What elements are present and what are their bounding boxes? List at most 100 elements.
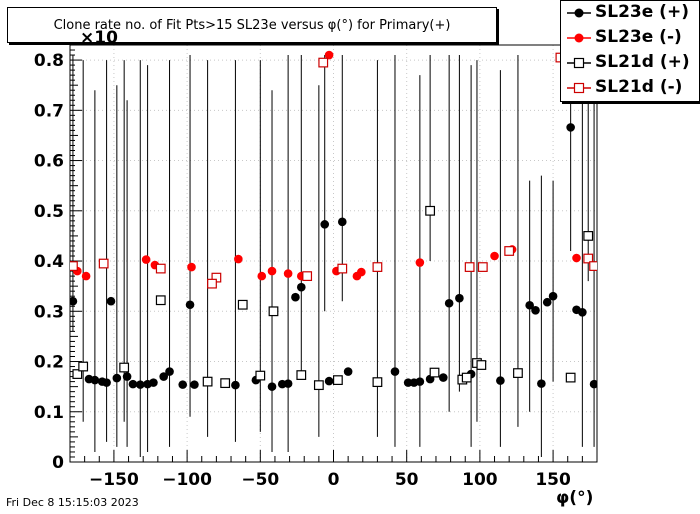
legend-label: SL23e (+) [595,2,689,22]
data-point [589,261,597,271]
data-point [155,295,166,306]
chart-title: Clone rate no. of Fit Pts>15 SL23e versu… [7,7,497,43]
data-point [268,306,279,317]
legend-item-sl23e-minus: SL23e (-) [561,26,699,51]
data-point [461,372,472,383]
data-point [165,367,174,376]
data-point [296,370,307,380]
data-point [429,367,440,378]
data-point [415,258,425,267]
data-point [283,379,293,388]
data-point [337,217,347,227]
data-point [332,375,343,386]
open-square-marker-icon [567,57,591,69]
y-tick-label: 0.3 [34,302,64,322]
data-point [525,300,534,310]
data-point [324,376,334,386]
x-tick-label: 50 [395,470,419,490]
x-tick-label: −100 [162,470,212,490]
data-point [70,261,78,271]
data-point [589,379,597,389]
legend-label: SL21d (-) [595,77,683,97]
data-point [291,292,300,302]
data-point [267,382,277,391]
data-point [231,380,240,390]
data-point [476,360,487,370]
data-point [185,300,195,310]
data-point [257,271,267,281]
data-point [324,50,334,60]
data-point [78,361,89,372]
legend-label: SL23e (-) [595,27,682,47]
data-point [234,254,243,264]
data-point [106,296,116,306]
data-point [155,263,166,274]
data-point [337,263,348,274]
data-point [119,362,130,373]
data-point [70,296,78,306]
data-point [343,367,353,376]
data-point [318,57,329,68]
data-point [372,262,383,272]
data-point [444,298,454,308]
y-tick-label: 0 [52,453,64,473]
x-tick-label: 100 [462,470,498,490]
data-point [135,380,145,389]
plot-area [70,50,597,457]
y-tick-label: 0.2 [34,353,64,373]
y-tick-label: 0.4 [34,252,64,272]
data-point [320,220,330,229]
data-point [220,378,231,389]
data-point [190,380,199,389]
data-point [255,370,266,381]
data-point [531,305,540,315]
legend-label: SL21d (+) [595,52,690,72]
data-point [302,271,313,282]
data-point [128,379,138,389]
data-point [178,380,188,389]
data-point [159,372,168,381]
data-point [548,291,558,301]
y-tick-label: 0.5 [34,202,64,222]
footer-date: Fri Dec 8 15:15:03 2023 [6,496,139,509]
data-point [112,373,122,383]
data-point [372,377,383,388]
data-point [267,266,277,276]
data-point [438,373,448,382]
data-point [572,253,581,263]
data-point [313,380,324,391]
data-point [283,269,293,278]
data-point [102,378,111,387]
legend-item-sl21d-plus: SL21d (+) [561,51,699,76]
data-point [496,376,505,385]
y-tick-label: 0.6 [34,152,64,172]
data-point [464,262,475,272]
data-point [504,246,515,256]
data-point [513,368,523,378]
data-point [566,123,575,132]
y-tick-label: 0.1 [34,403,64,423]
x-axis-title: φ(°) [556,488,594,508]
x-tick-label: −150 [89,470,139,490]
data-point [237,299,248,310]
open-square-marker-icon [567,82,591,94]
filled-circle-marker-icon [567,8,591,18]
data-point [98,258,109,269]
data-point [415,377,425,386]
data-point [90,375,100,385]
x-tick-label: 150 [535,470,571,490]
data-point [202,376,213,387]
data-point [425,205,436,216]
filled-circle-marker-icon [567,33,591,43]
x-tick-label: 0 [328,470,340,490]
legend: SL23e (+) SL23e (-) SL21d (+) SL21d (-) [560,0,700,102]
data-point [207,278,217,289]
data-point [542,297,552,307]
x-tick-label: −50 [241,470,279,490]
data-point [72,369,83,379]
data-point [578,307,587,317]
data-point [477,262,488,272]
data-point [187,262,196,272]
data-point [149,378,158,387]
